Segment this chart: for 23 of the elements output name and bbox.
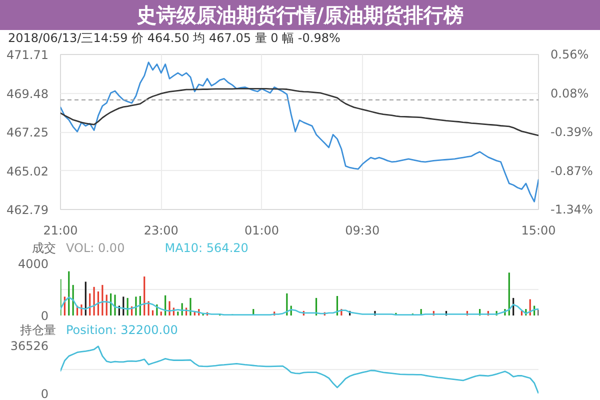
y-tick-label: 469.48 — [6, 86, 49, 101]
y-tick-label: 4000 — [18, 257, 49, 271]
x-tick-label: 09:30 — [345, 224, 380, 238]
series-label: Position: 32200.00 — [66, 323, 178, 337]
x-tick-label: 21:00 — [43, 224, 78, 238]
y2-tick-label: -1.34% — [550, 202, 593, 216]
chart-title: 持仓量 — [19, 322, 56, 338]
y-tick-label: 0 — [40, 309, 49, 323]
chart-title: 史诗级原油期货行情/原油期货排行榜 — [136, 2, 464, 29]
y-tick-label: 0 — [40, 387, 49, 400]
y2-tick-label: -0.39% — [550, 125, 593, 139]
y2-tick-label: 0.56% — [550, 48, 589, 62]
y-tick-label: 36526 — [10, 339, 49, 353]
y-tick-label: 462.79 — [6, 203, 49, 217]
y2-tick-label: 0.08% — [550, 86, 589, 101]
x-tick-label: 01:00 — [244, 224, 280, 238]
y-tick-label: 467.25 — [6, 126, 49, 140]
y-tick-label: 465.02 — [6, 164, 49, 178]
x-tick-label: 23:00 — [144, 224, 178, 238]
chart-subtitle: 2018/06/13/三14:59 价 464.50 均 467.05 量 0 幅 -0.98% — [8, 30, 340, 46]
y-tick-label: 471.71 — [6, 48, 49, 62]
x-tick-label: 15:00 — [521, 224, 556, 238]
y2-tick-label: -0.87% — [550, 164, 593, 178]
